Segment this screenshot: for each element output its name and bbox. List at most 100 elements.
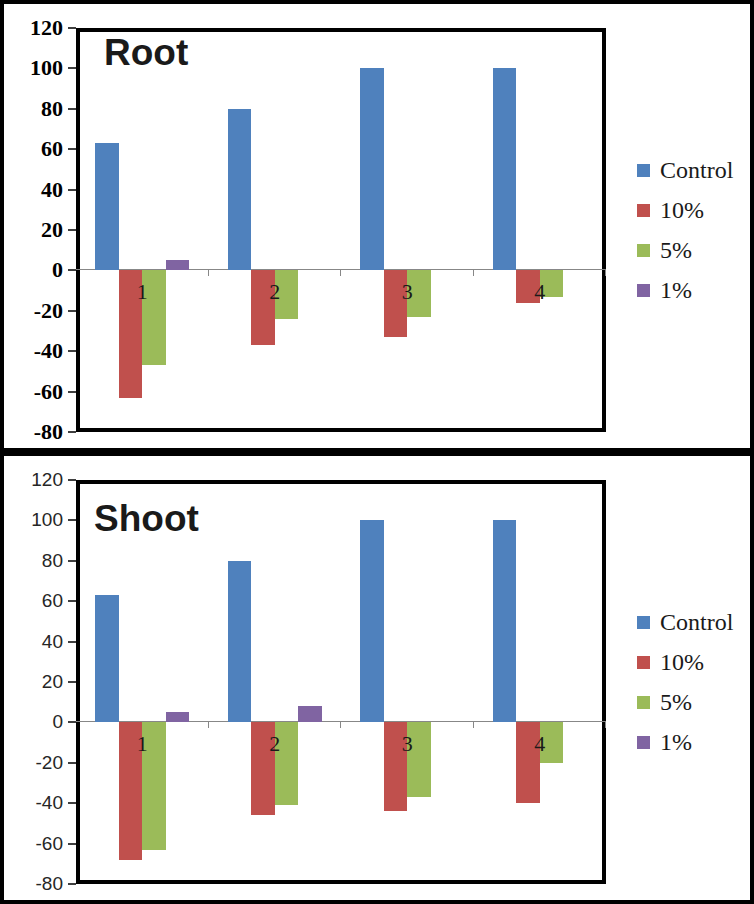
bar-control-cat1	[95, 143, 119, 270]
y-axis-tick	[68, 479, 76, 481]
y-axis-tick	[68, 883, 76, 885]
y-axis-label: 0	[4, 257, 63, 283]
legend: Control 10% 5% 1%	[637, 602, 733, 762]
legend-swatch-icon	[637, 244, 650, 257]
legend-swatch-icon	[637, 284, 650, 297]
legend-swatch-icon	[637, 164, 650, 177]
y-axis-label: 80	[4, 548, 63, 574]
plot-area	[76, 28, 606, 432]
legend-item: 1%	[637, 270, 733, 310]
bar-control-cat3	[360, 520, 384, 722]
y-axis-label: -80	[4, 871, 63, 897]
y-axis-label: -60	[4, 379, 63, 405]
y-axis-tick	[68, 229, 76, 231]
y-axis-tick	[68, 681, 76, 683]
y-axis-label: 100	[4, 55, 63, 81]
bar-control-cat2	[228, 109, 252, 271]
y-axis-label: 60	[4, 588, 63, 614]
y-axis-tick	[68, 67, 76, 69]
bar-control-cat2	[228, 561, 252, 723]
legend-label: Control	[660, 609, 733, 636]
y-axis-tick	[68, 560, 76, 562]
y-axis-label: -20	[4, 750, 63, 776]
y-axis-label: 120	[4, 15, 63, 41]
figure: Root 120100806040200-20-40-60-801234Cont…	[0, 0, 754, 904]
y-axis-tick	[68, 108, 76, 110]
x-axis-label: 2	[209, 279, 342, 305]
legend-label: 10%	[660, 197, 704, 224]
y-axis-tick	[68, 189, 76, 191]
x-axis-label: 2	[209, 731, 342, 757]
y-axis-tick	[68, 27, 76, 29]
legend-swatch-icon	[637, 736, 650, 749]
root-bar-chart: Root 120 100 80 60 40 20 0 -20 -40 -60 -80 1234 Cont…	[4, 4, 750, 448]
legend-label: 5%	[660, 237, 692, 264]
bar-1pct-cat1	[166, 260, 190, 270]
legend-label: Control	[660, 157, 733, 184]
x-axis-label: 3	[341, 731, 474, 757]
y-axis-label: -40	[4, 790, 63, 816]
x-axis-tick	[208, 270, 209, 276]
legend-item: 10%	[637, 642, 733, 682]
x-axis-tick	[605, 270, 606, 276]
legend-item: Control	[637, 150, 733, 190]
y-axis-tick	[68, 600, 76, 602]
legend-item: 10%	[637, 190, 733, 230]
x-axis-label: 3	[341, 279, 474, 305]
legend: Control 10% 5% 1%	[637, 150, 733, 310]
legend-item: 5%	[637, 682, 733, 722]
y-axis-tick	[68, 310, 76, 312]
y-axis-label: 40	[4, 177, 63, 203]
y-axis-tick	[68, 519, 76, 521]
y-axis-tick	[68, 148, 76, 150]
chart-title-shoot: Shoot	[94, 498, 199, 540]
chart-title-root: Root	[104, 32, 188, 74]
bar-control-cat4	[493, 520, 517, 722]
y-axis-tick	[68, 802, 76, 804]
legend-swatch-icon	[637, 656, 650, 669]
shoot-chart-panel: Shoot 120100806040200-20-40-60-801234Con…	[0, 452, 754, 904]
legend-item: 5%	[637, 230, 733, 270]
y-axis-tick	[68, 762, 76, 764]
y-axis-tick	[68, 431, 76, 433]
legend-item: 1%	[637, 722, 733, 762]
legend-label: 10%	[660, 649, 704, 676]
y-axis-label: -20	[4, 298, 63, 324]
y-axis-label: -80	[4, 419, 63, 445]
x-axis-label: 4	[474, 731, 607, 757]
bar-1pct-cat2	[298, 706, 322, 722]
shoot-bar-chart: Shoot 120100806040200-20-40-60-801234Con…	[4, 456, 750, 900]
y-axis-label: 60	[4, 136, 63, 162]
bar-control-cat4	[493, 68, 517, 270]
y-axis-tick	[68, 350, 76, 352]
y-axis-tick	[68, 843, 76, 845]
legend-swatch-icon	[637, 616, 650, 629]
y-axis-label: 20	[4, 669, 63, 695]
legend-label: 1%	[660, 729, 692, 756]
legend-swatch-icon	[637, 696, 650, 709]
y-axis-label: 100	[4, 507, 63, 533]
y-axis-tick	[68, 269, 76, 271]
x-axis-tick	[340, 722, 341, 728]
x-axis-tick	[605, 722, 606, 728]
bar-1pct-cat1	[166, 712, 190, 722]
legend-item: Control	[637, 602, 733, 642]
x-axis-tick	[340, 270, 341, 276]
bar-control-cat1	[95, 595, 119, 722]
y-axis-label: 0	[4, 709, 63, 735]
y-axis-label: 80	[4, 96, 63, 122]
root-chart-panel: Root 120 100 80 60 40 20 0 -20 -40 -60 -80 1234 Cont…	[0, 0, 754, 452]
x-axis-label: 4	[474, 279, 607, 305]
x-axis-label: 1	[76, 731, 209, 757]
y-axis-label: 40	[4, 629, 63, 655]
y-axis-label: 120	[4, 467, 63, 493]
x-axis-tick	[473, 722, 474, 728]
x-axis-tick	[208, 722, 209, 728]
legend-swatch-icon	[637, 204, 650, 217]
x-axis-tick	[473, 270, 474, 276]
y-axis-label: -40	[4, 338, 63, 364]
bar-control-cat3	[360, 68, 384, 270]
y-axis-tick	[68, 721, 76, 723]
y-axis-label: 20	[4, 217, 63, 243]
x-axis-label: 1	[76, 279, 209, 305]
